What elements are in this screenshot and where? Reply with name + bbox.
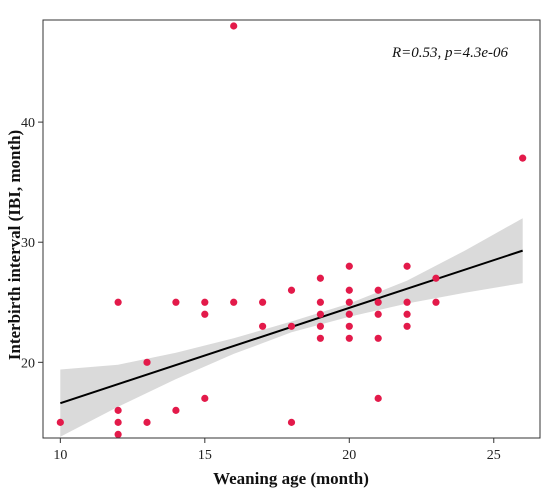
data-point <box>432 274 440 282</box>
plot-border <box>42 19 541 439</box>
data-point <box>345 310 353 318</box>
data-point <box>259 298 267 306</box>
data-point <box>403 262 411 270</box>
data-point <box>259 322 267 330</box>
data-point <box>374 286 382 294</box>
data-point <box>403 310 411 318</box>
data-point <box>56 418 64 426</box>
y-tick-label: 30 <box>21 236 35 251</box>
data-point <box>143 418 151 426</box>
data-point <box>519 154 527 162</box>
y-tick-label: 40 <box>21 116 35 131</box>
data-point <box>374 394 382 402</box>
data-point <box>345 262 353 270</box>
data-point <box>374 298 382 306</box>
data-point <box>287 286 296 294</box>
data-point <box>316 322 324 330</box>
data-point <box>201 394 209 402</box>
data-point <box>230 298 238 306</box>
data-point <box>403 322 411 330</box>
x-tick-label: 25 <box>487 448 501 463</box>
data-point <box>316 274 324 282</box>
data-point <box>201 310 209 318</box>
data-point <box>345 298 353 306</box>
y-tick-label: 20 <box>21 356 35 371</box>
data-point <box>374 310 382 318</box>
x-tick-label: 15 <box>198 448 212 463</box>
data-point <box>316 310 324 318</box>
data-point <box>316 334 324 342</box>
data-point <box>143 358 151 366</box>
data-point <box>345 286 353 294</box>
y-axis-title: Interbirth interval (IBI, month) <box>5 130 24 360</box>
data-point <box>287 418 296 426</box>
data-point <box>403 298 411 306</box>
data-point <box>316 298 324 306</box>
data-point <box>345 322 353 330</box>
data-point <box>114 418 122 426</box>
data-point <box>114 406 122 414</box>
data-point <box>172 298 180 306</box>
axis-layer: 10 15 20 25 20 30 40 <box>21 19 541 463</box>
data-point <box>201 298 209 306</box>
x-tick-label: 10 <box>53 448 67 463</box>
x-axis-title: Weaning age (month) <box>213 469 369 488</box>
data-point <box>432 298 440 306</box>
correlation-annotation: R=0.53, p=4.3e-06 <box>391 45 509 61</box>
data-point <box>230 22 238 30</box>
data-point <box>114 430 122 438</box>
x-tick-label: 20 <box>342 448 356 463</box>
data-point <box>345 334 353 342</box>
points-layer <box>56 22 527 438</box>
data-point <box>114 298 122 306</box>
data-point <box>374 334 382 342</box>
data-point <box>172 406 180 414</box>
data-point <box>287 322 296 330</box>
